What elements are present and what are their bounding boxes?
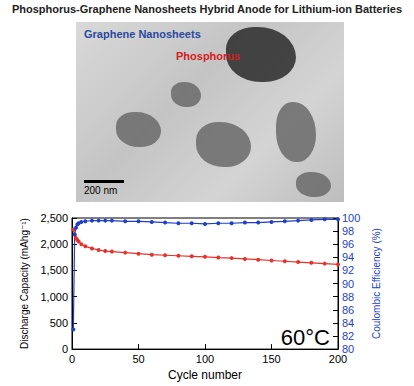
svg-text:94: 94 xyxy=(342,251,354,263)
html-text:200 nm: 200 nm xyxy=(84,185,118,196)
svg-text:96: 96 xyxy=(342,238,354,250)
svg-text:100: 100 xyxy=(342,212,360,224)
svg-text:100: 100 xyxy=(196,353,214,365)
svg-text:Discharge Capacity (mAhg⁻¹): Discharge Capacity (mAhg⁻¹) xyxy=(19,218,30,349)
svg-text:Cycle number: Cycle number xyxy=(168,368,242,382)
svg-text:82: 82 xyxy=(342,330,354,342)
svg-text:2,500: 2,500 xyxy=(40,212,68,224)
svg-text:500: 500 xyxy=(50,317,68,329)
svg-text:86: 86 xyxy=(342,304,354,316)
svg-text:150: 150 xyxy=(262,353,280,365)
svg-text:200: 200 xyxy=(329,353,347,365)
svg-text:98: 98 xyxy=(342,225,354,237)
svg-text:80: 80 xyxy=(342,343,355,356)
svg-text:84: 84 xyxy=(342,317,354,329)
svg-text:1,000: 1,000 xyxy=(40,291,68,303)
svg-text:2,000: 2,000 xyxy=(40,238,68,250)
svg-text:90: 90 xyxy=(342,278,354,290)
svg-text:60°C: 60°C xyxy=(281,325,330,350)
html-text:Phosphorus: Phosphorus xyxy=(176,50,241,62)
svg-text:88: 88 xyxy=(342,291,354,303)
svg-text:1,500: 1,500 xyxy=(40,264,68,276)
svg-text:Coulombic Efficiency (%): Coulombic Efficiency (%) xyxy=(371,228,382,339)
svg-text:50: 50 xyxy=(132,353,144,365)
html-text:Phosphorus-Graphene Nanosheets: Phosphorus-Graphene Nanosheets Hybrid An… xyxy=(11,3,403,15)
html-text:Graphene Nanosheets: Graphene Nanosheets xyxy=(84,28,201,40)
svg-text:0: 0 xyxy=(62,343,68,355)
svg-text:0: 0 xyxy=(69,353,75,365)
svg-text:92: 92 xyxy=(342,264,354,276)
